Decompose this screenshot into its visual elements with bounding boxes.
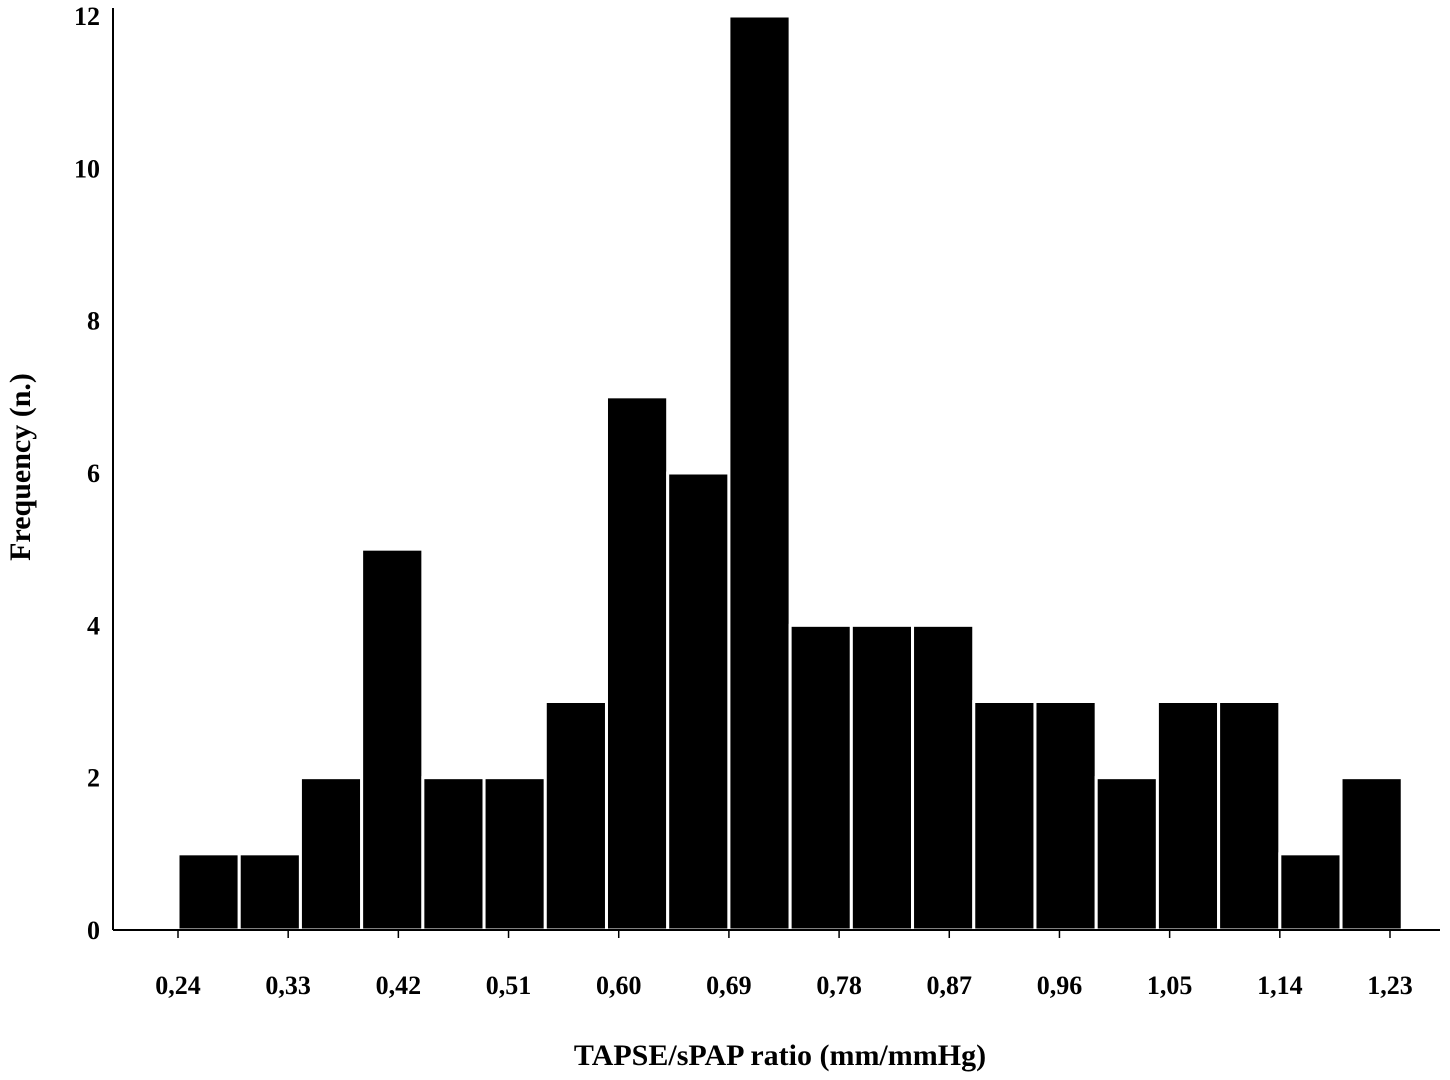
x-tick-label: 0,24 [155, 971, 201, 1000]
y-tick-label: 10 [74, 154, 100, 183]
histogram-bar [788, 623, 853, 932]
histogram-bar [482, 776, 547, 932]
x-tick-label: 0,78 [816, 971, 862, 1000]
x-tick-label: 0,96 [1037, 971, 1083, 1000]
histogram-bar [1278, 852, 1343, 932]
x-tick-label: 1,23 [1367, 971, 1413, 1000]
histogram-bar [1033, 700, 1098, 932]
histogram-bar [604, 395, 670, 932]
x-ticks-layer: 0,24 0,33 0,42 0,51 0,60 0,69 0,78 0,87 0,96 1,05… [155, 930, 1413, 1000]
x-tick-label: 0,51 [486, 971, 532, 1000]
histogram-bar [1155, 700, 1221, 932]
x-tick-label: 0,87 [927, 971, 973, 1000]
x-axis-title: TAPSE/sPAP ratio (mm/mmHg) [574, 1039, 986, 1072]
axes-layer [112, 8, 1440, 931]
y-tick-label: 0 [87, 916, 100, 945]
x-tick-label: 0,33 [265, 971, 311, 1000]
y-tick-label: 6 [87, 459, 100, 488]
histogram-bar [1339, 776, 1404, 932]
histogram-bar [972, 700, 1037, 932]
histogram-bar [727, 14, 792, 932]
histogram-bar [298, 776, 364, 932]
y-tick-label: 12 [74, 2, 100, 31]
histogram-bar [849, 623, 915, 932]
x-tick-label: 1,05 [1147, 971, 1193, 1000]
histogram-bar [1217, 700, 1282, 932]
histogram-bar [360, 547, 425, 932]
histogram-bar [911, 623, 976, 932]
x-tick-label: 0,60 [596, 971, 642, 1000]
y-tick-label: 2 [87, 764, 100, 793]
bars-layer [176, 14, 1404, 932]
y-tick-label: 4 [87, 611, 100, 640]
histogram-bar [666, 471, 731, 932]
histogram-bar [1094, 776, 1159, 932]
y-ticks-layer: 0 2 4 6 8 10 12 [74, 2, 100, 945]
histogram-bar [237, 852, 302, 932]
histogram-bar [421, 776, 486, 932]
y-tick-label: 8 [87, 307, 100, 336]
histogram-bar [543, 700, 608, 932]
histogram-bar [176, 852, 241, 932]
y-axis-title: Frequency (n.) [4, 373, 37, 561]
x-tick-label: 0,69 [706, 971, 752, 1000]
x-tick-label: 0,42 [376, 971, 422, 1000]
x-tick-label: 1,14 [1257, 971, 1303, 1000]
